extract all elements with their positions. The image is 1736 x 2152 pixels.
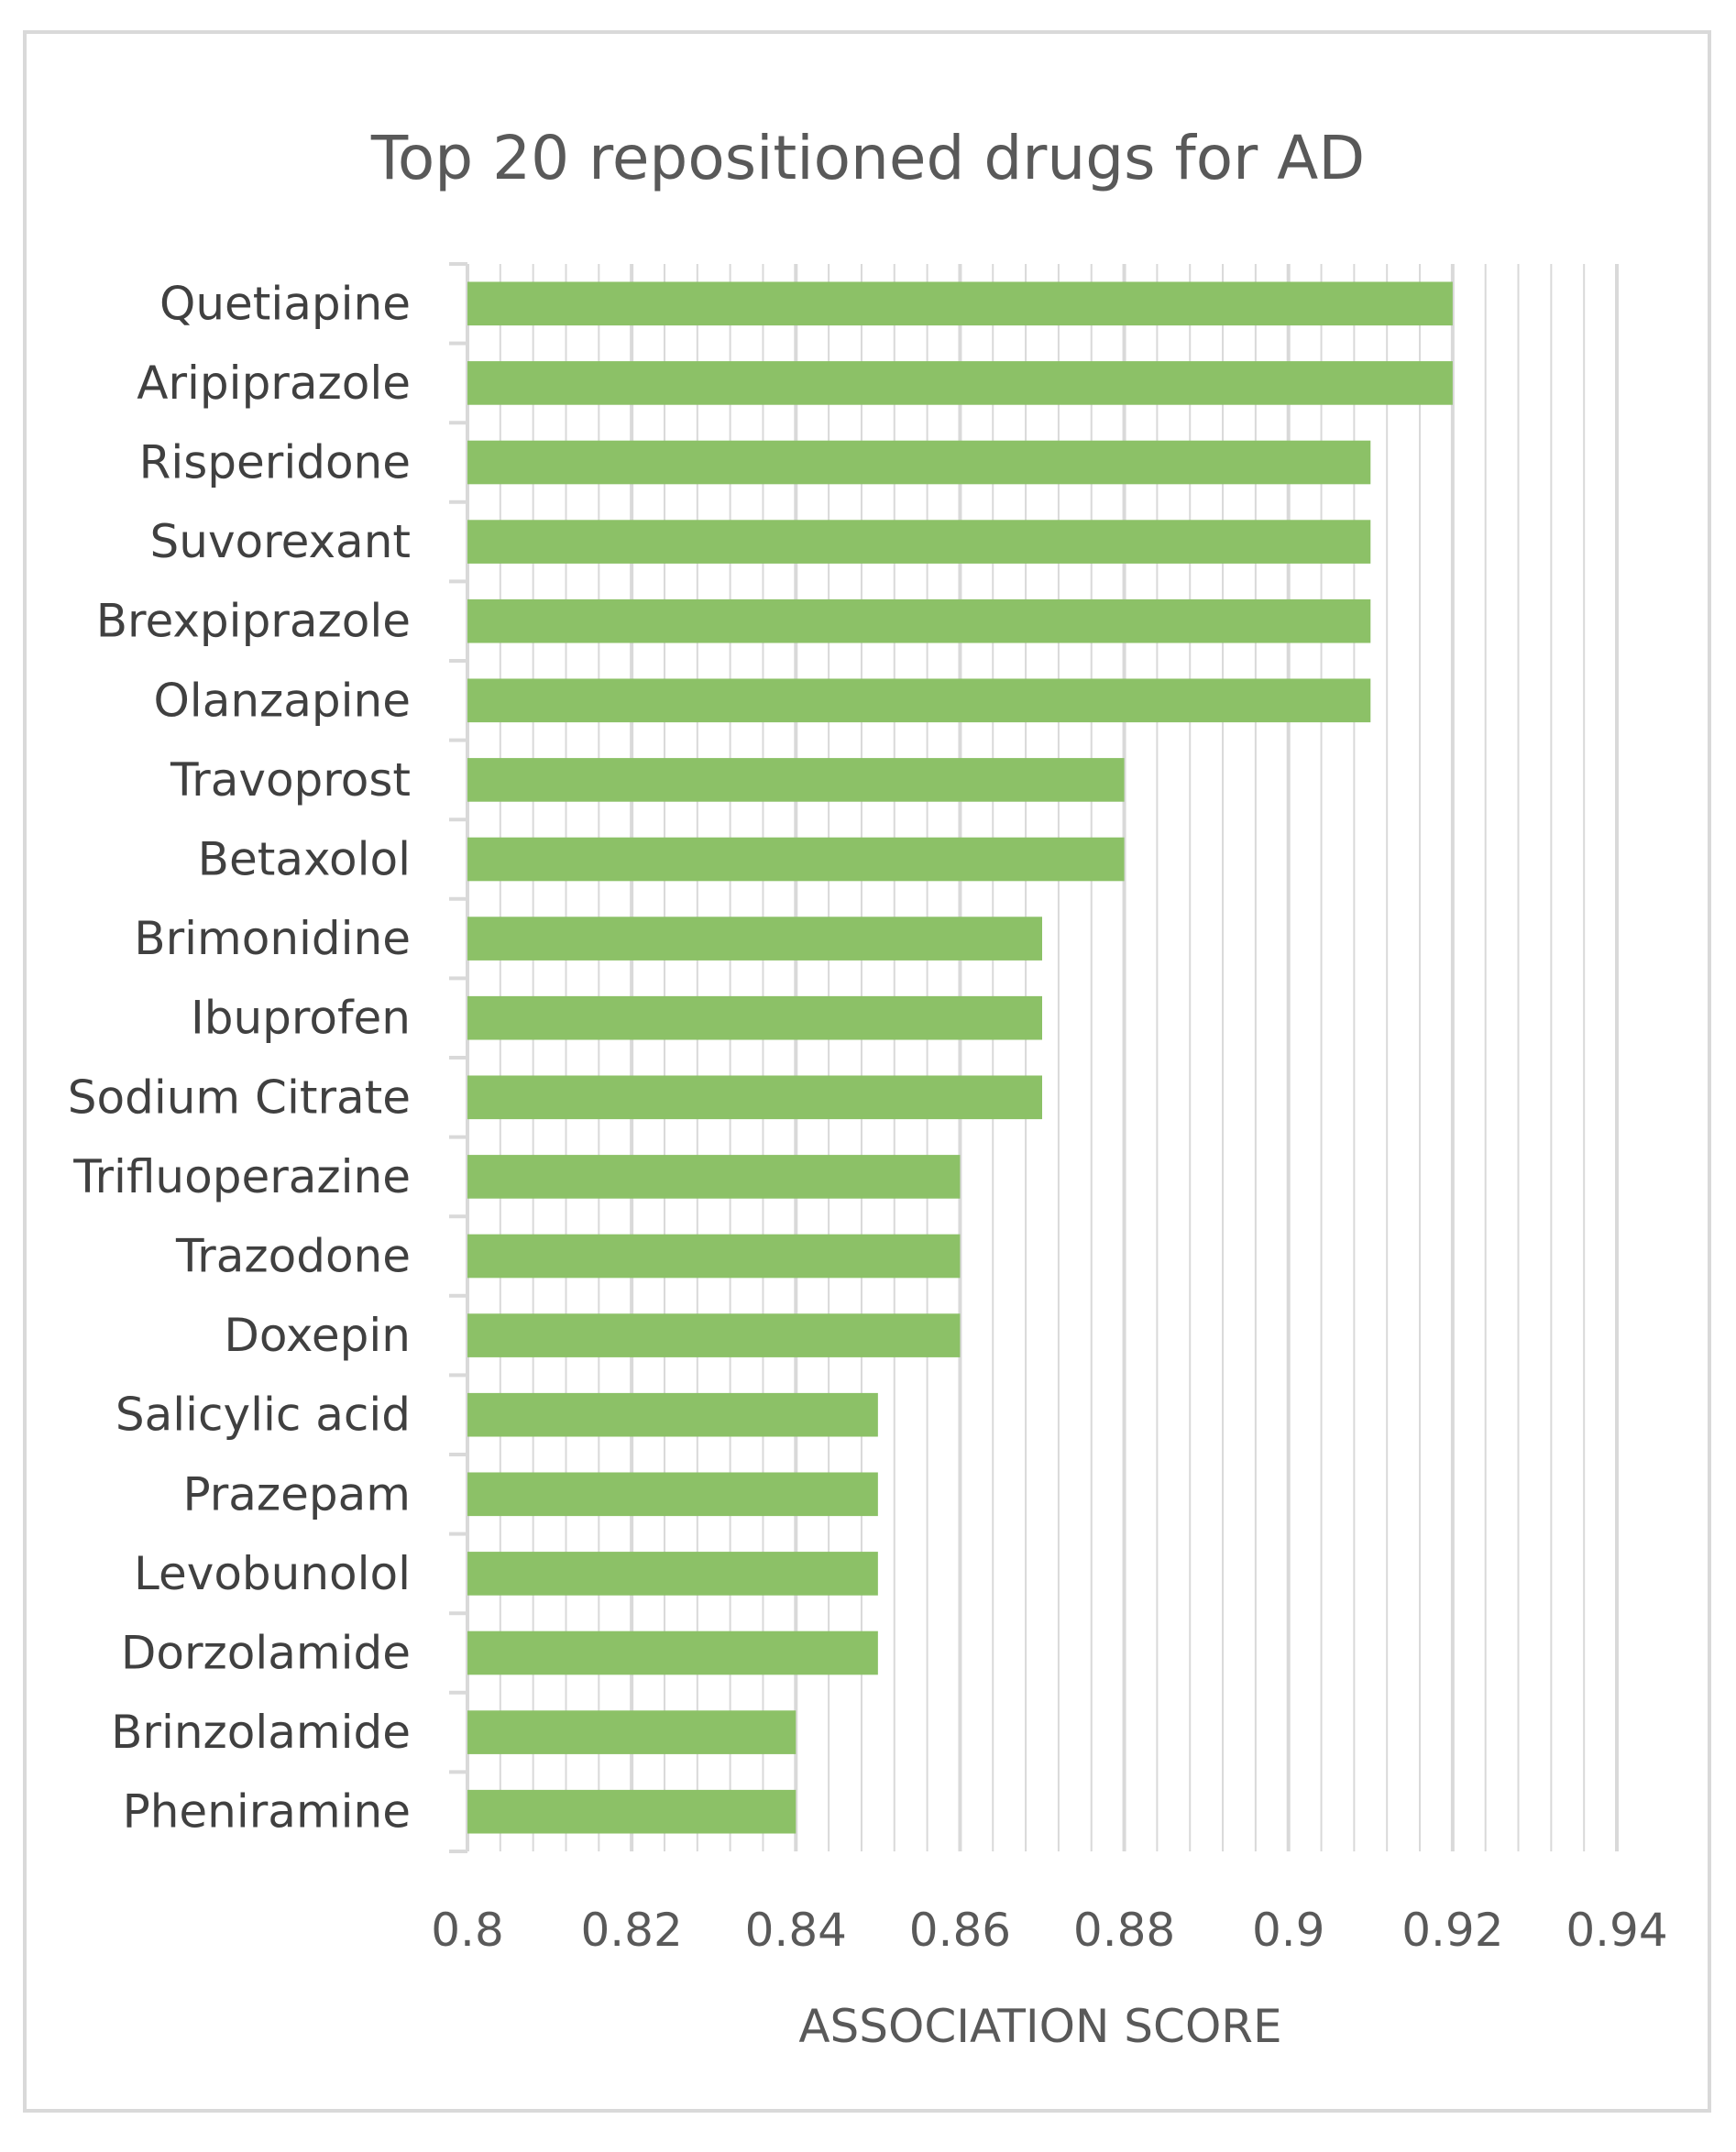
category-label: Doxepin — [224, 1309, 411, 1362]
category-label: Levobunolol — [134, 1547, 411, 1600]
bar — [467, 1472, 878, 1517]
x-tick-label: 0.8 — [431, 1904, 504, 1957]
bar — [467, 1313, 961, 1357]
bar — [467, 520, 1371, 564]
category-label: Dorzolamide — [121, 1627, 411, 1680]
gridlines — [499, 264, 1619, 1851]
bar — [467, 758, 1125, 802]
category-label: Brexpiprazole — [96, 595, 411, 648]
x-tick-label: 0.92 — [1401, 1904, 1503, 1957]
category-label: Betaxolol — [198, 833, 411, 886]
category-label: Sodium Citrate — [68, 1071, 411, 1124]
bar — [467, 1789, 797, 1834]
bar — [467, 1234, 961, 1279]
category-label: Travoprost — [170, 753, 411, 807]
bar — [467, 1630, 878, 1675]
category-label: Risperidone — [139, 436, 411, 489]
category-label: Trazodone — [175, 1230, 411, 1283]
bar — [467, 917, 1042, 961]
bar — [467, 1552, 878, 1596]
bar — [467, 678, 1371, 723]
category-label: Olanzapine — [153, 674, 411, 727]
x-tick-label: 0.82 — [580, 1904, 682, 1957]
bar — [467, 361, 1453, 405]
category-axis — [449, 262, 469, 1853]
bar — [467, 440, 1371, 485]
category-label: Pheniramine — [123, 1785, 411, 1839]
category-label: Aripiprazole — [137, 357, 411, 410]
category-label: Prazepam — [182, 1467, 411, 1521]
x-tick-label: 0.84 — [745, 1904, 847, 1957]
x-tick-label: 0.88 — [1073, 1904, 1175, 1957]
category-label: Ibuprofen — [191, 992, 411, 1045]
bar — [467, 1392, 878, 1437]
bar — [467, 995, 1042, 1040]
category-label: Brimonidine — [134, 912, 411, 965]
bar — [467, 1075, 1042, 1120]
bar — [467, 1710, 797, 1754]
chart-title: Top 20 repositioned drugs for AD — [370, 123, 1365, 193]
category-label: Suvorexant — [150, 515, 411, 568]
category-label: Trifluoperazine — [72, 1150, 411, 1203]
bar — [467, 281, 1453, 326]
bars — [467, 281, 1453, 1834]
category-label: Salicylic acid — [115, 1389, 411, 1442]
bar — [467, 1155, 961, 1199]
x-tick-label: 0.86 — [909, 1904, 1011, 1957]
x-axis-title: ASSOCIATION SCORE — [798, 2000, 1281, 2053]
x-tick-label: 0.9 — [1252, 1904, 1325, 1957]
category-label: Quetiapine — [159, 277, 411, 330]
x-tick-label: 0.94 — [1566, 1904, 1667, 1957]
bar — [467, 837, 1125, 882]
category-labels: Quetiapine Aripiprazole Risperidone Suvorex… — [68, 277, 411, 1838]
tick-labels: 0.8 0.82 0.84 0.86 0.88 0.9 0.92 0.94 — [431, 1904, 1667, 1957]
category-label: Brinzolamide — [111, 1706, 411, 1759]
bar — [467, 598, 1371, 643]
